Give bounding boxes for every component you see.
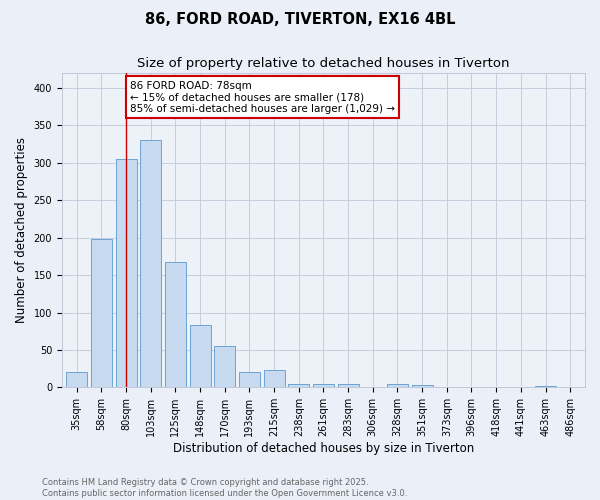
Bar	[91, 239, 112, 388]
Bar	[263, 370, 284, 388]
Text: 86 FORD ROAD: 78sqm
← 15% of detached houses are smaller (178)
85% of semi-detac: 86 FORD ROAD: 78sqm ← 15% of detached ho…	[130, 80, 395, 114]
Bar	[190, 325, 211, 388]
Bar	[165, 262, 186, 388]
Bar	[387, 384, 408, 388]
Bar	[288, 384, 309, 388]
Bar	[338, 384, 359, 388]
Text: 86, FORD ROAD, TIVERTON, EX16 4BL: 86, FORD ROAD, TIVERTON, EX16 4BL	[145, 12, 455, 28]
Bar	[66, 372, 87, 388]
Text: Contains HM Land Registry data © Crown copyright and database right 2025.
Contai: Contains HM Land Registry data © Crown c…	[42, 478, 407, 498]
Bar	[535, 386, 556, 388]
Bar	[116, 159, 137, 388]
Bar	[313, 384, 334, 388]
X-axis label: Distribution of detached houses by size in Tiverton: Distribution of detached houses by size …	[173, 442, 474, 455]
Bar	[412, 385, 433, 388]
Bar	[140, 140, 161, 388]
Title: Size of property relative to detached houses in Tiverton: Size of property relative to detached ho…	[137, 58, 510, 70]
Bar	[214, 346, 235, 388]
Y-axis label: Number of detached properties: Number of detached properties	[15, 137, 28, 323]
Bar	[239, 372, 260, 388]
